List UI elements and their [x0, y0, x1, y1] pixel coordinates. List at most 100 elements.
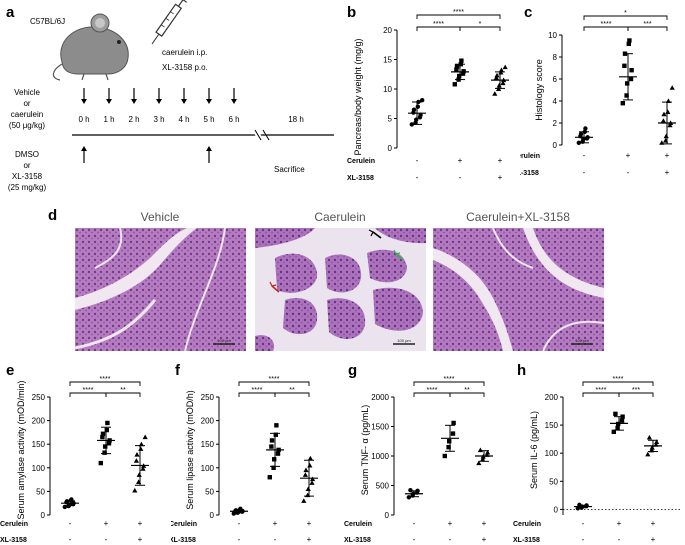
vehicle-label-2: or	[23, 99, 30, 108]
y-tick-label: 0	[210, 511, 215, 520]
data-point	[476, 460, 482, 466]
mouse-icon	[52, 13, 129, 81]
vehicle-label-4: (50 μg/kg)	[9, 121, 46, 130]
xl3158-indicator: -	[238, 535, 241, 544]
data-point	[645, 451, 651, 457]
significance-bracket	[416, 14, 501, 19]
panel-g-letter: g	[348, 362, 357, 379]
data-point	[140, 466, 146, 471]
dosing-line-1: caerulein i.p.	[162, 48, 207, 57]
cerulein-indicator: +	[617, 519, 622, 528]
data-point	[619, 418, 625, 423]
data-point	[446, 444, 451, 450]
ylabel-c: Histology score	[534, 59, 544, 121]
data-point	[451, 420, 456, 426]
y-tick-label: 50	[36, 487, 45, 496]
data-point	[654, 439, 660, 444]
data-point	[269, 444, 274, 449]
dosing-line-2: XL-3158 p.o.	[162, 63, 208, 72]
data-point	[267, 475, 272, 480]
data-point	[136, 472, 142, 477]
data-point	[272, 457, 277, 462]
data-point	[104, 427, 109, 433]
significance-label: **	[464, 387, 470, 394]
data-point	[302, 472, 308, 477]
xl3158-indicator: -	[582, 535, 585, 544]
significance-label: ***	[643, 21, 651, 28]
significance-label: ****	[269, 376, 280, 383]
y-tick-label: 200	[545, 393, 559, 402]
mouse-strain-label: C57BL/6J	[30, 17, 65, 26]
data-point	[454, 64, 460, 69]
significance-label: ****	[613, 376, 624, 383]
time-label-18h: 18 h	[288, 115, 304, 124]
histo-title-caerulein: Caerulein	[314, 210, 365, 224]
panel-h-letter: h	[517, 362, 526, 379]
ylabel-f: Serum lipase activity (mOD/h)	[185, 390, 195, 510]
xl3158-indicator: +	[307, 535, 312, 544]
time-label-2h: 2 h	[128, 115, 139, 124]
data-point	[409, 122, 414, 127]
dmso-label-2: or	[23, 161, 30, 170]
cerulein-row-label: Cerulein	[347, 158, 375, 165]
data-point	[578, 131, 584, 137]
data-point	[498, 67, 504, 73]
significance-label: ****	[83, 387, 94, 394]
data-point	[106, 441, 112, 446]
y-tick-label: 4	[553, 97, 558, 106]
syringe-icon	[151, 0, 188, 45]
significance-label: *	[624, 10, 627, 17]
y-tick-label: 50	[205, 487, 214, 496]
significance-bracket	[583, 15, 668, 20]
cerulein-indicator: +	[651, 519, 656, 528]
panel-a-letter: a	[6, 4, 15, 21]
y-tick-label: 5	[388, 115, 393, 124]
y-tick-label: 150	[545, 421, 559, 430]
xl3158-indicator: +	[138, 535, 143, 544]
significance-label: ****	[433, 21, 444, 28]
y-tick-label: 100	[32, 464, 46, 473]
xl3158-indicator: -	[105, 535, 108, 544]
histo-title-vehicle: Vehicle	[141, 210, 180, 224]
scale-bar-label-caerulein: 100 μm	[397, 338, 411, 343]
significance-label: ****	[252, 387, 263, 394]
y-tick-label: 100	[201, 464, 215, 473]
y-tick-label: 100	[545, 449, 559, 458]
cerulein-indicator: +	[307, 519, 312, 528]
data-point	[628, 76, 634, 82]
data-point	[142, 434, 148, 440]
data-point	[271, 465, 276, 470]
cerulein-row-label: Cerulein	[513, 521, 541, 528]
histology-image-caerulein: 100 μm	[255, 228, 426, 351]
dmso-label-3: XL-3158	[12, 172, 43, 181]
y-tick-label: 0	[385, 511, 390, 520]
data-point	[415, 104, 420, 109]
chart-h: h Serum IL-6 (pg/mL) 0 50 100 150 200 - - + - + + C…	[513, 362, 681, 544]
significance-label: ****	[596, 387, 607, 394]
xl3158-row-label: XL-3158	[344, 537, 371, 544]
y-tick-label: 0	[553, 141, 558, 150]
data-point	[408, 488, 413, 493]
data-point	[494, 72, 500, 78]
dmso-label-1: DMSO	[15, 150, 39, 159]
data-point	[273, 432, 278, 437]
data-point	[100, 431, 106, 437]
y-tick-label: 2	[553, 119, 558, 128]
data-point	[626, 41, 631, 46]
scale-bar-label-caerulein-xl: 100 μm	[575, 338, 589, 343]
data-point	[665, 109, 671, 114]
data-point	[442, 453, 447, 459]
cerulein-indicator: -	[582, 519, 585, 528]
data-point	[615, 425, 620, 431]
y-tick-label: 0	[388, 144, 393, 153]
xl3158-row-label: XL-3158	[513, 537, 540, 544]
y-tick-label: 150	[32, 440, 46, 449]
black-arrow-icon	[372, 231, 382, 239]
data-point	[611, 429, 616, 435]
data-point	[661, 111, 667, 117]
cerulein-indicator: -	[583, 151, 586, 160]
panel-c-letter: c	[524, 4, 532, 21]
cerulein-indicator: -	[413, 519, 416, 528]
cerulein-row-label: Cerulein	[0, 521, 28, 528]
chart-c: c Histology score 0 2 4 6 8 10 - - + - + + Cerulein X…	[520, 4, 676, 177]
